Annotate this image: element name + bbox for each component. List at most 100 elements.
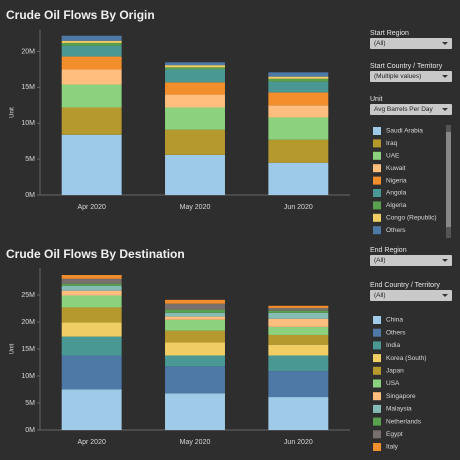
legend-swatch[interactable] [373,443,381,451]
legend-swatch[interactable] [373,430,381,439]
dropdown-arrow[interactable] [442,259,448,262]
legend-label[interactable]: India [386,342,400,349]
bar-segment [268,139,329,163]
chart-title: Crude Oil Flows By Origin [6,8,155,22]
y-tick-label: 10M [21,120,35,127]
dropdown[interactable] [370,290,452,301]
y-tick-label: 0M [25,192,35,199]
bar-segment [268,105,329,118]
bar-segment [61,278,122,284]
filter-label: Start Country / Territory [370,63,443,70]
x-tick-label: Apr 2020 [77,439,106,446]
legend-label[interactable]: Singapore [386,393,416,400]
legend-label[interactable]: China [386,317,403,324]
legend-label[interactable]: Nigeria [386,177,407,184]
bar-segment [268,397,329,430]
legend-swatch[interactable] [373,213,381,222]
legend-label[interactable]: Saudi Arabia [386,128,423,135]
bar-segment [268,355,329,372]
dropdown-value[interactable]: (Multiple values) [374,73,421,80]
bar-segment [165,129,225,155]
bar-segment [165,355,225,367]
bar-segment [268,92,329,106]
legend-label[interactable]: Iraq [386,140,398,147]
bar-segment [61,307,122,323]
legend-swatch[interactable] [373,151,381,160]
dropdown[interactable] [370,255,452,266]
legend-swatch[interactable] [373,354,381,363]
legend-label[interactable]: Netherlands [386,418,422,425]
bar-segment [268,78,329,82]
dropdown[interactable] [370,104,452,115]
legend-label[interactable]: USA [386,380,400,387]
legend-label[interactable]: Malaysia [386,406,412,413]
bar-segment [268,318,329,327]
dropdown-value[interactable]: (All) [374,292,386,299]
legend-label[interactable]: Kuwait [386,165,406,172]
dropdown-value[interactable]: Avg Barrels Per Day [374,106,434,113]
legend-swatch[interactable] [373,328,381,337]
x-tick-label: Jun 2020 [284,204,313,211]
filter-label: End Region [370,247,407,254]
legend-swatch[interactable] [373,341,381,350]
legend-label[interactable]: Congo (Republic) [386,215,437,222]
legend-label[interactable]: Algeria [386,202,407,209]
dropdown-value[interactable]: (All) [374,40,386,47]
legend-swatch[interactable] [373,189,381,197]
bar-segment [165,154,225,195]
bar-segment [268,72,329,77]
bar-segment [165,312,225,317]
legend-label[interactable]: Others [386,227,406,234]
chart-title: Crude Oil Flows By Destination [6,247,185,261]
bar-segment [268,326,329,335]
bar-segment [165,303,225,310]
bar-segment [165,65,225,68]
bar-segment [61,389,122,430]
legend-label[interactable]: Others [386,329,406,336]
bar-segment [268,344,329,356]
y-tick-label: 15M [21,346,35,353]
legend-swatch[interactable] [373,127,381,135]
legend-label[interactable]: Japan [386,368,404,375]
bar-segment [165,62,225,66]
legend-label[interactable]: Angola [386,190,407,197]
legend-swatch[interactable] [373,404,381,413]
dropdown[interactable] [370,71,452,82]
x-tick-label: May 2020 [180,439,211,446]
legend-swatch[interactable] [373,379,381,388]
dropdown-arrow[interactable] [442,294,448,297]
legend-swatch[interactable] [373,139,381,148]
bar-segment [61,45,122,57]
bar-segment [61,134,122,195]
x-tick-label: May 2020 [180,204,211,211]
legend-swatch[interactable] [373,366,381,375]
dropdown-arrow[interactable] [442,108,448,111]
y-tick-label: 15M [21,84,35,91]
bar-segment [61,336,122,356]
scroll-thumb[interactable] [446,132,451,227]
dropdown[interactable] [370,38,452,49]
bar-segment [268,81,329,93]
legend-swatch[interactable] [373,226,381,235]
dropdown-arrow[interactable] [442,42,448,45]
dropdown-value[interactable]: (All) [374,257,386,264]
legend-label[interactable]: Egypt [386,431,403,438]
dropdown-arrow[interactable] [442,75,448,78]
bar-segment [61,84,122,108]
legend-swatch[interactable] [373,176,381,185]
y-tick-label: 5M [25,400,35,407]
bar-segment [165,69,225,83]
bar-segment [165,67,225,70]
bar-segment [268,310,329,313]
bar-segment [61,295,122,308]
legend-swatch[interactable] [373,164,381,173]
legend-label[interactable]: Korea (South) [386,355,426,362]
legend-label[interactable]: Italy [386,444,399,451]
legend-label[interactable]: UAE [386,153,400,160]
legend-swatch[interactable] [373,417,381,426]
legend-swatch[interactable] [373,201,381,210]
legend-swatch[interactable] [373,316,381,324]
bar-segment [61,355,122,390]
legend-swatch[interactable] [373,392,381,401]
